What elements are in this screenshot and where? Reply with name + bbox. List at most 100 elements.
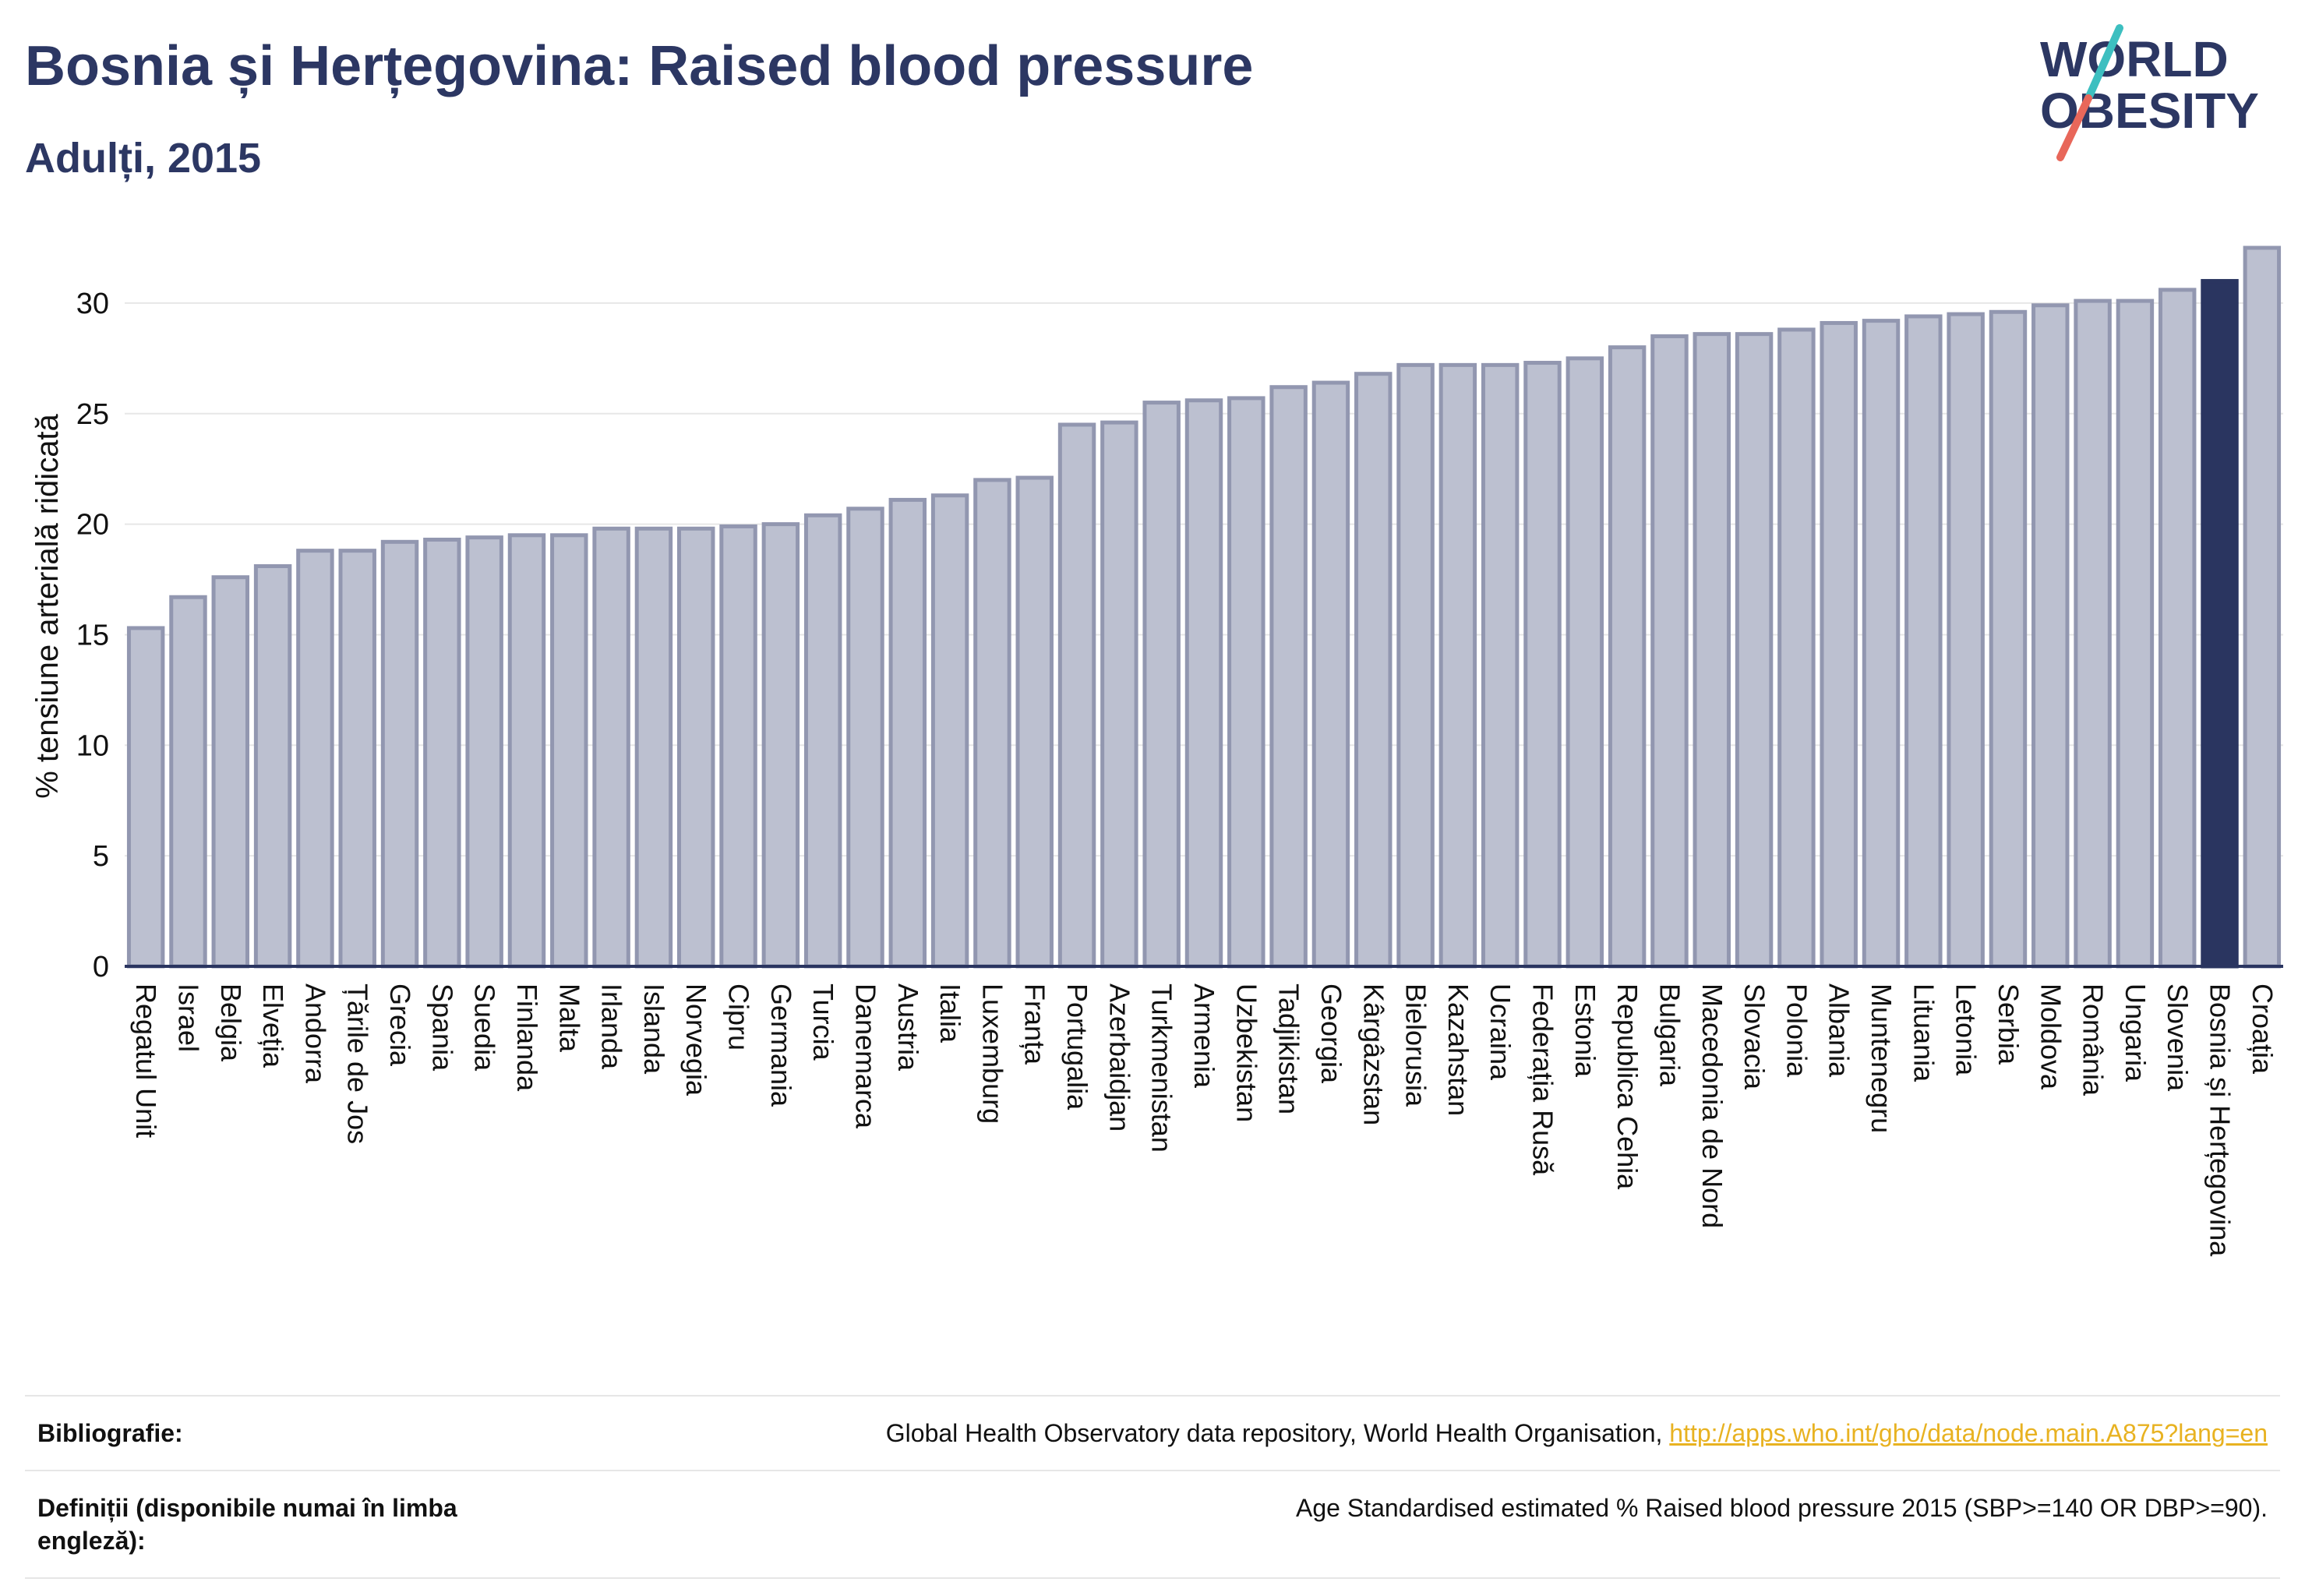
x-tick-label: Cipru	[723, 983, 755, 1050]
y-axis-label: % tensiune arterială ridicată	[30, 413, 65, 798]
x-tick-label: Islanda	[638, 983, 670, 1075]
x-tick-label: Portugalia	[1061, 983, 1093, 1110]
x-tick-label: România	[2077, 983, 2109, 1096]
x-tick-label: Turkmenistan	[1146, 983, 1178, 1153]
x-tick-label: Irlanda	[596, 983, 628, 1070]
definitions-value: Age Standardised estimated % Raised bloo…	[1296, 1494, 2268, 1522]
x-tick-label: Uzbekistan	[1230, 983, 1262, 1122]
definitions-label: Definiții (disponibile numai în limba en…	[37, 1494, 457, 1555]
x-tick-label: Estonia	[1569, 983, 1601, 1078]
bar	[253, 564, 292, 969]
x-tick-labels: Regatul Unit Israel Belgia Elveția Andorra Ță…	[130, 983, 2279, 1257]
bar	[761, 522, 800, 969]
bar	[550, 533, 588, 969]
bibliography-value: Global Health Observatory data repositor…	[552, 1396, 2280, 1471]
x-tick-label: Țările de Jos	[342, 983, 374, 1144]
y-tick-label: 30	[76, 288, 109, 320]
bar	[1057, 422, 1096, 969]
bar	[1523, 361, 1562, 969]
world-obesity-logo: WORLD OBESITY	[2040, 24, 2259, 161]
bar	[2201, 279, 2239, 969]
bar	[1735, 332, 1774, 969]
bar	[1989, 309, 2028, 969]
bar	[1396, 362, 1435, 969]
bar	[2116, 298, 2155, 969]
x-tick-label: Ucraina	[1484, 983, 1516, 1081]
bar	[803, 513, 842, 969]
x-tick-label: Italia	[934, 983, 966, 1043]
bar	[211, 575, 250, 969]
bar	[846, 507, 884, 969]
bar	[1015, 475, 1054, 969]
logo-slash-top	[2084, 24, 2123, 102]
bar	[1184, 398, 1223, 969]
x-tick-label: Slovenia	[2162, 983, 2194, 1092]
bar	[930, 493, 969, 969]
bar	[1269, 385, 1308, 969]
x-tick-label: Letonia	[1950, 983, 1982, 1076]
bar	[338, 549, 376, 969]
x-tick-label: Bielorusia	[1400, 983, 1432, 1107]
x-tick-label: Moldova	[2035, 983, 2067, 1090]
bar	[1777, 327, 1816, 969]
x-tick-label: Republica Cehia	[1611, 983, 1643, 1190]
bar	[2074, 298, 2112, 969]
bibliography-link[interactable]: http://apps.who.int/gho/data/node.main.A…	[1669, 1419, 2268, 1447]
x-tick-label: Grecia	[384, 983, 416, 1067]
bibliography-row: Bibliografie: Global Health Observatory …	[25, 1396, 2280, 1471]
x-tick-label: Belgia	[215, 983, 247, 1062]
bar	[169, 595, 207, 969]
x-tick-label: Albania	[1823, 983, 1855, 1078]
bar	[973, 478, 1011, 969]
logo-world-text: WORLD	[2040, 31, 2229, 87]
x-tick-label: Slovacia	[1738, 983, 1770, 1090]
bar	[126, 626, 165, 969]
bibliography-label: Bibliografie:	[37, 1419, 183, 1447]
x-tick-label: Muntenegru	[1866, 983, 1897, 1133]
x-tick-label: Malta	[553, 983, 585, 1053]
bar	[634, 526, 673, 969]
x-tick-label: Austria	[892, 983, 924, 1072]
definitions-row: Definiții (disponibile numai în limba en…	[25, 1471, 2280, 1578]
x-tick-label: Ungaria	[2120, 983, 2151, 1082]
bar	[1565, 356, 1604, 969]
bar	[1820, 320, 1858, 969]
bar	[677, 526, 715, 969]
x-tick-label: Franța	[1019, 983, 1051, 1065]
y-tick-label: 25	[76, 398, 109, 431]
bar	[1947, 312, 1985, 969]
bar	[1481, 362, 1520, 969]
x-tick-label: Kârgâzstan	[1357, 983, 1389, 1125]
bar	[1227, 396, 1265, 969]
bar-chart: Regatul Unit Israel Belgia Elveția Andorra Ță…	[30, 245, 2283, 1257]
x-tick-label: Tadjikistan	[1273, 983, 1305, 1114]
bar	[1438, 362, 1477, 969]
x-tick-label: Regatul Unit	[130, 983, 162, 1138]
bar	[592, 526, 630, 969]
y-tick-label: 0	[93, 951, 109, 983]
bar	[296, 549, 334, 969]
bar	[1862, 319, 1901, 969]
bar	[2031, 303, 2070, 969]
y-tick-labels: 0 5 10 15 20 25 30	[76, 288, 109, 983]
x-tick-label: Danemarca	[849, 983, 881, 1129]
bars	[126, 245, 2282, 969]
bar	[1142, 401, 1181, 969]
x-tick-label: Turcia	[807, 983, 839, 1061]
bar	[1693, 332, 1731, 969]
x-tick-label: Serbia	[1993, 983, 2024, 1065]
x-tick-label: Norvegia	[680, 983, 712, 1096]
bar	[1904, 314, 1943, 969]
x-tick-label: Croația	[2247, 983, 2279, 1075]
x-tick-label: Bulgaria	[1654, 983, 1686, 1087]
x-tick-label: Azerbaidjan	[1103, 983, 1135, 1132]
bar	[380, 539, 419, 969]
x-tick-label: Polonia	[1781, 983, 1813, 1078]
logo-slash-bottom	[2056, 94, 2092, 161]
x-tick-label: Federația Rusă	[1527, 983, 1559, 1176]
chart-subtitle: Adulți, 2015	[25, 135, 262, 182]
bar	[1311, 380, 1350, 969]
x-tick-label: Suedia	[469, 983, 501, 1072]
x-tick-label: Luxemburg	[976, 983, 1008, 1124]
y-tick-label: 5	[93, 840, 109, 873]
